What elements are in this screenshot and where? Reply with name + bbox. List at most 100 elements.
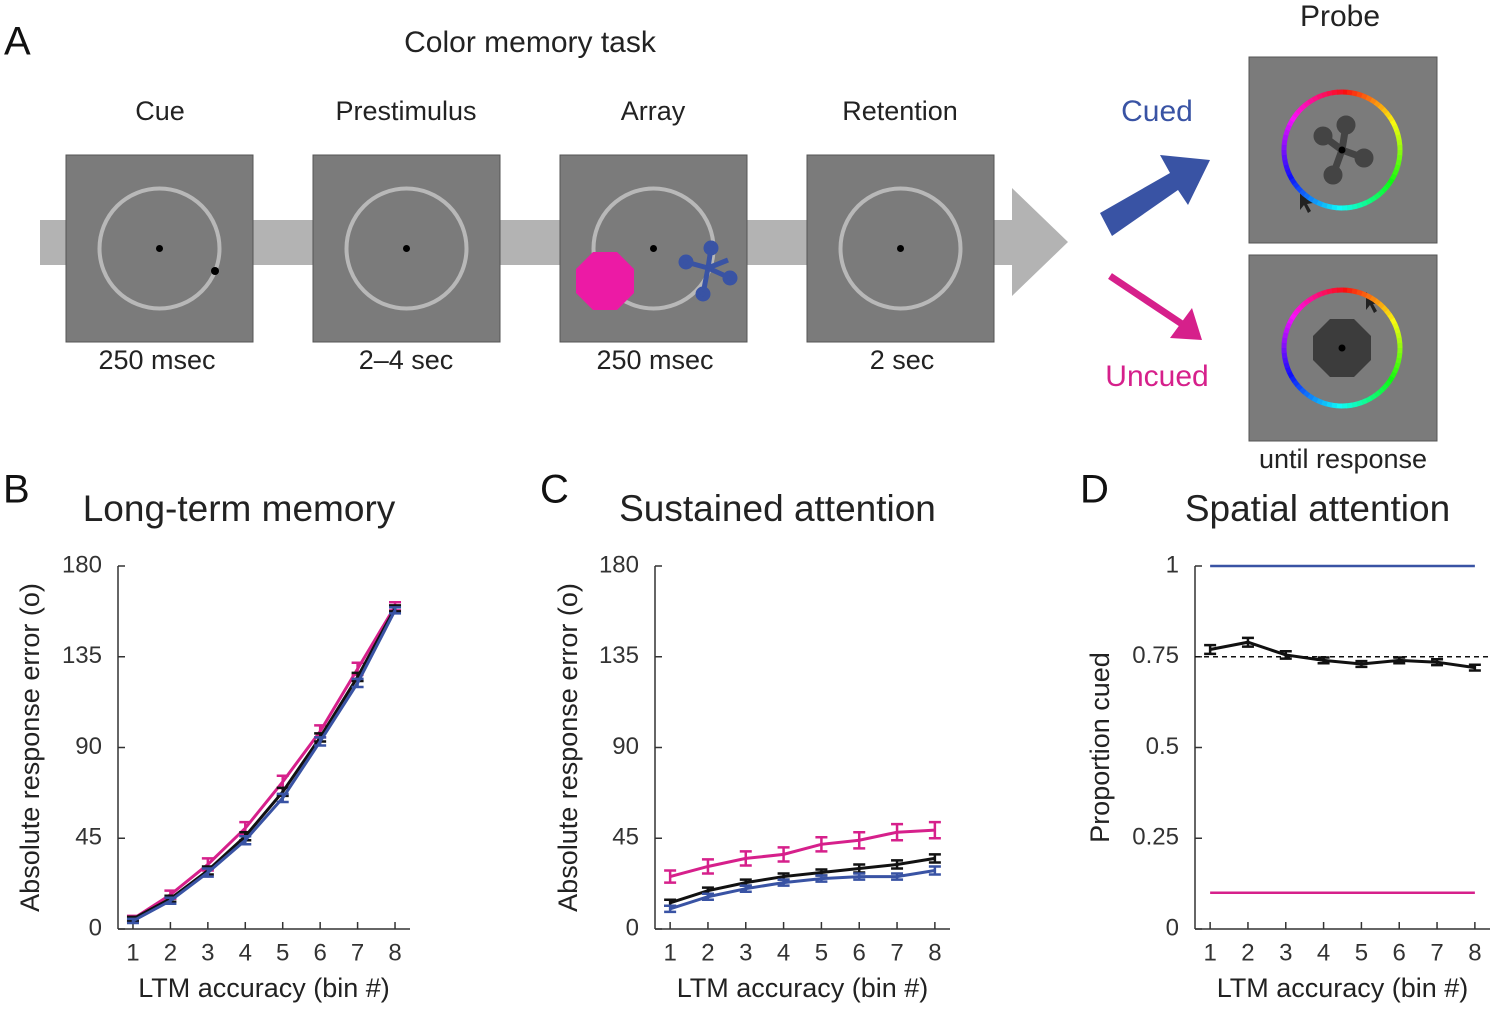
stage-duration: 250 msec xyxy=(98,345,215,375)
y-tick-label: 90 xyxy=(612,733,639,760)
y-tick-label: 135 xyxy=(599,642,639,669)
error-bar xyxy=(815,835,828,853)
x-tick-label: 7 xyxy=(890,939,903,966)
error-bar xyxy=(777,878,790,887)
x-tick-label: 8 xyxy=(1468,939,1481,966)
y-tick-label: 0.25 xyxy=(1132,824,1179,851)
probe-label: Probe xyxy=(1300,0,1380,33)
cue-dot xyxy=(211,267,219,275)
x-tick-label: 2 xyxy=(701,939,714,966)
error-bar xyxy=(891,822,904,842)
y-tick-label: 90 xyxy=(75,733,102,760)
y-tick-label: 0.75 xyxy=(1132,642,1179,669)
y-tick-label: 45 xyxy=(75,824,102,851)
error-bar xyxy=(739,884,752,893)
y-axis-label: Absolute response error (o) xyxy=(553,583,583,912)
error-bar xyxy=(928,820,941,840)
x-tick-label: 5 xyxy=(276,939,289,966)
error-bar xyxy=(928,865,941,876)
chart-panel: C Sustained attention LTM accuracy (bin #)… xyxy=(540,468,950,1003)
stage-label: Retention xyxy=(842,96,958,126)
panel-letter: A xyxy=(4,20,31,64)
y-axis-label: Absolute response error (o) xyxy=(15,583,45,912)
error-bar xyxy=(1241,636,1254,648)
x-tick-label: 1 xyxy=(663,939,676,966)
series-line xyxy=(669,856,936,905)
charts: B Long-term memory LTM accuracy (bin #) Abs… xyxy=(3,468,1490,1003)
series-line xyxy=(669,869,936,911)
chart-title: Sustained attention xyxy=(619,488,936,529)
error-bar xyxy=(314,736,327,747)
stage-label: Prestimulus xyxy=(335,96,476,126)
error-bar xyxy=(891,872,904,881)
error-bar xyxy=(777,846,790,863)
stage-label: Cue xyxy=(135,96,185,126)
error-bar xyxy=(891,859,904,870)
stage-duration: 250 msec xyxy=(596,345,713,375)
octagon-stimulus xyxy=(576,252,634,310)
chart-panel: D Spatial attention LTM accuracy (bin #) Pr… xyxy=(1080,468,1490,1003)
x-tick-label: 3 xyxy=(739,939,752,966)
error-bar xyxy=(389,606,402,615)
series-line xyxy=(1209,640,1476,670)
fixation xyxy=(650,245,657,252)
stage-duration: 2 sec xyxy=(870,345,935,375)
y-tick-label: 180 xyxy=(62,551,102,578)
x-tick-label: 7 xyxy=(351,939,364,966)
y-tick-label: 0 xyxy=(89,914,102,941)
error-bar xyxy=(201,867,214,878)
x-axis-label: LTM accuracy (bin #) xyxy=(138,973,390,1003)
probe-star xyxy=(1313,115,1374,185)
stage-duration: 2–4 sec xyxy=(359,345,454,375)
chart-title: Spatial attention xyxy=(1185,488,1450,529)
panel-letter: B xyxy=(3,468,30,512)
x-axis-label: LTM accuracy (bin #) xyxy=(677,973,929,1003)
x-tick-label: 3 xyxy=(201,939,214,966)
x-tick-label: 5 xyxy=(1355,939,1368,966)
x-axis-label: LTM accuracy (bin #) xyxy=(1217,973,1469,1003)
panel-letter: D xyxy=(1080,468,1109,512)
x-tick-label: 3 xyxy=(1279,939,1292,966)
y-tick-label: 1 xyxy=(1166,551,1179,578)
fixation xyxy=(1338,146,1346,154)
probe-duration: until response xyxy=(1259,444,1427,474)
error-bar xyxy=(1393,656,1406,665)
error-bar xyxy=(276,792,289,804)
fixation xyxy=(156,245,163,252)
error-bar xyxy=(1355,659,1368,669)
error-bar xyxy=(739,850,752,867)
x-tick-label: 4 xyxy=(239,939,252,966)
x-tick-label: 6 xyxy=(1393,939,1406,966)
chart-title: Long-term memory xyxy=(83,488,396,529)
error-bar xyxy=(1431,658,1444,667)
series-line xyxy=(132,605,397,921)
error-bar xyxy=(1279,650,1292,660)
error-bar xyxy=(351,677,364,689)
ring xyxy=(838,186,963,311)
diagram-title: Color memory task xyxy=(404,26,657,59)
fixation xyxy=(1338,344,1346,352)
series-line xyxy=(669,828,935,879)
probe-screens xyxy=(1248,56,1438,442)
cursor xyxy=(1300,192,1313,213)
x-tick-label: 1 xyxy=(1203,939,1216,966)
error-bar xyxy=(1204,643,1217,656)
error-bar xyxy=(1317,656,1330,665)
error-bar xyxy=(164,896,177,906)
panel-letter: C xyxy=(540,468,569,512)
x-tick-label: 6 xyxy=(853,939,866,966)
cued-label: Cued xyxy=(1121,95,1193,128)
x-tick-label: 6 xyxy=(313,939,326,966)
error-bar xyxy=(1468,663,1481,672)
y-tick-label: 0 xyxy=(1166,914,1179,941)
y-tick-label: 135 xyxy=(62,642,102,669)
stage-screens xyxy=(65,154,995,343)
x-tick-label: 8 xyxy=(928,939,941,966)
uncued-arrow xyxy=(1108,273,1202,340)
series-line xyxy=(132,609,397,923)
error-bar xyxy=(853,830,866,850)
y-tick-label: 180 xyxy=(599,551,639,578)
error-bar xyxy=(701,892,714,902)
x-tick-label: 7 xyxy=(1430,939,1443,966)
